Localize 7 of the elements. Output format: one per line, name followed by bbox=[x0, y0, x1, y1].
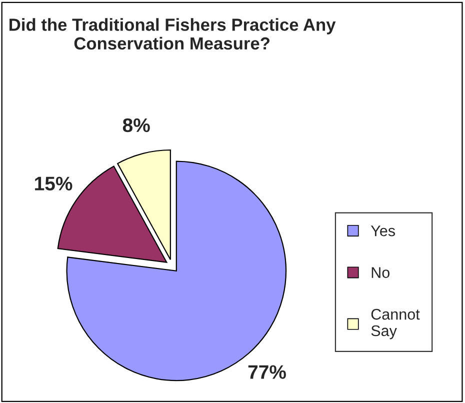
legend-label: No bbox=[372, 267, 390, 278]
legend-label: Yes bbox=[370, 226, 395, 236]
data-label: 15% bbox=[35, 176, 72, 190]
chart-title: Did the Traditional Fishers Practice Any Conservation Measure? bbox=[10, 18, 336, 50]
data-label: 77% bbox=[248, 365, 286, 379]
legend-label: Cannot Say bbox=[371, 308, 420, 340]
data-label: 8% bbox=[122, 118, 150, 132]
